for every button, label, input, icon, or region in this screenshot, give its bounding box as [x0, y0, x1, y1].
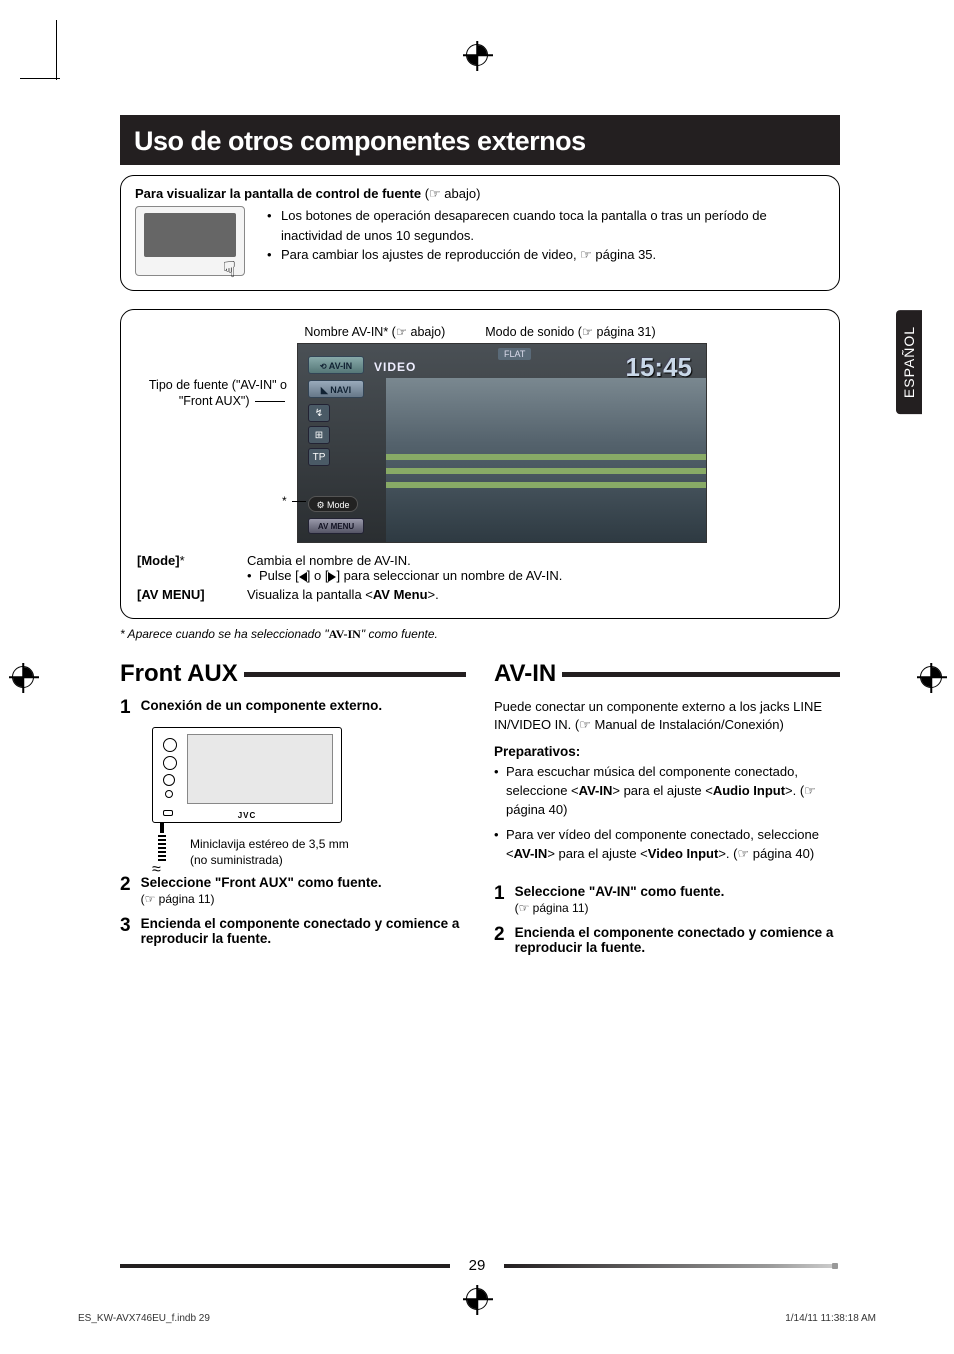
- touch-screen-illustration: ☟: [135, 206, 245, 276]
- prep-item: Para escuchar música del componente cone…: [494, 763, 840, 820]
- display-avmenu-button: AV MENU: [308, 518, 364, 534]
- step-number: 1: [494, 884, 505, 915]
- display-source-button: ⟲ AV-IN: [308, 356, 364, 374]
- step-subtext: (☞ página 11): [141, 892, 382, 906]
- crop-mark: [56, 20, 57, 80]
- def-key-avmenu: [AV MENU]: [137, 587, 247, 602]
- prep-item: Para ver vídeo del componente conectado,…: [494, 826, 840, 864]
- prep-list: Para escuchar música del componente cone…: [494, 763, 840, 863]
- plug-label: Miniclavija estéreo de 3,5 mm (no sumini…: [190, 837, 349, 868]
- cable-curl-icon: ≈: [152, 861, 161, 879]
- step-number: 2: [120, 875, 131, 906]
- av-in-intro: Puede conectar un componente externo a l…: [494, 698, 840, 734]
- def-key-mode: [Mode]*: [137, 553, 247, 583]
- display-tp-icon: TP: [308, 448, 330, 466]
- info-bullet: Los botones de operación desaparecen cua…: [271, 206, 825, 245]
- button-definitions: [Mode]* Cambia el nombre de AV-IN. Pulse…: [137, 553, 823, 602]
- section-title: Uso de otros componentes externos: [134, 126, 826, 157]
- reg-mark-left: [12, 666, 34, 688]
- av-in-section: AV-IN Puede conectar un componente exter…: [494, 660, 840, 965]
- info-bullets: Los botones de operación desaparecen cua…: [257, 206, 825, 276]
- def-mode-desc: Cambia el nombre de AV-IN.: [247, 553, 562, 568]
- jvc-logo: JVC: [238, 811, 257, 820]
- footnote: * Aparece cuando se ha seleccionado "AV-…: [120, 627, 840, 642]
- display-video-area: [386, 378, 706, 542]
- front-aux-title: Front AUX: [120, 660, 466, 688]
- def-avmenu-desc: Visualiza la pantalla <AV Menu>.: [247, 587, 439, 602]
- step-number: 1: [120, 698, 131, 717]
- display-bt-icon: ↯: [308, 404, 330, 422]
- step-subtext: (☞ página 11): [515, 901, 725, 915]
- display-video-label: VIDEO: [374, 360, 416, 374]
- page-rule-left: [120, 1264, 450, 1268]
- step-number: 2: [494, 925, 505, 955]
- av-in-title: AV-IN: [494, 660, 840, 688]
- step-text: Seleccione "AV-IN" como fuente.: [515, 884, 725, 899]
- step-number: 3: [120, 916, 131, 946]
- head-unit-illustration: JVC ≈ Miniclavija estéreo de 3,5 mm (no …: [142, 727, 362, 867]
- page-rule-right: [504, 1264, 834, 1268]
- display-mode-button: ⚙ Mode: [308, 496, 358, 512]
- step-text: Encienda el componente conectado y comie…: [515, 925, 834, 955]
- reg-mark-right: [920, 666, 942, 688]
- def-mode-sub: Pulse [] o [] para seleccionar un nombre…: [247, 568, 562, 583]
- reg-mark-top: [466, 44, 488, 66]
- display-keypad-icon: ⊞: [308, 426, 330, 444]
- info-bullet: Para cambiar los ajustes de reproducción…: [271, 245, 825, 265]
- callout-source-type: Tipo de fuente ("AV-IN" o "Front AUX"): [137, 343, 287, 410]
- footer-filename: ES_KW-AVX746EU_f.indb 29: [78, 1313, 210, 1324]
- hand-icon: ☟: [223, 257, 236, 283]
- footer-timestamp: 1/14/11 11:38:18 AM: [785, 1313, 876, 1324]
- device-display: 15:45 FLAT ⟲ AV-IN VIDEO ◣ NAVI ↯ ⊞ TP *…: [297, 343, 707, 543]
- display-navi-button: ◣ NAVI: [308, 380, 364, 398]
- info-heading: Para visualizar la pantalla de control d…: [135, 186, 825, 202]
- front-aux-section: Front AUX 1 Conexión de un componente ex…: [120, 660, 466, 965]
- step-text: Conexión de un componente externo.: [141, 698, 383, 713]
- info-box: Para visualizar la pantalla de control d…: [120, 175, 840, 291]
- step-text: Seleccione "Front AUX" como fuente.: [141, 875, 382, 890]
- mode-asterisk: *: [282, 494, 308, 508]
- page-number: 29: [469, 1257, 486, 1274]
- screen-illustration-box: Nombre AV-IN* (☞ abajo) Modo de sonido (…: [120, 309, 840, 619]
- step-text: Encienda el componente conectado y comie…: [141, 916, 460, 946]
- prep-heading: Preparativos:: [494, 744, 840, 759]
- callout-avin-name: Nombre AV-IN* (☞ abajo): [304, 324, 445, 339]
- crop-mark: [20, 78, 60, 79]
- reg-mark-bottom: [466, 1288, 488, 1310]
- display-eq-badge: FLAT: [498, 348, 531, 360]
- section-title-bar: Uso de otros componentes externos: [120, 115, 840, 165]
- callout-sound-mode: Modo de sonido (☞ página 31): [485, 324, 655, 339]
- language-tab: ESPAÑOL: [896, 310, 922, 414]
